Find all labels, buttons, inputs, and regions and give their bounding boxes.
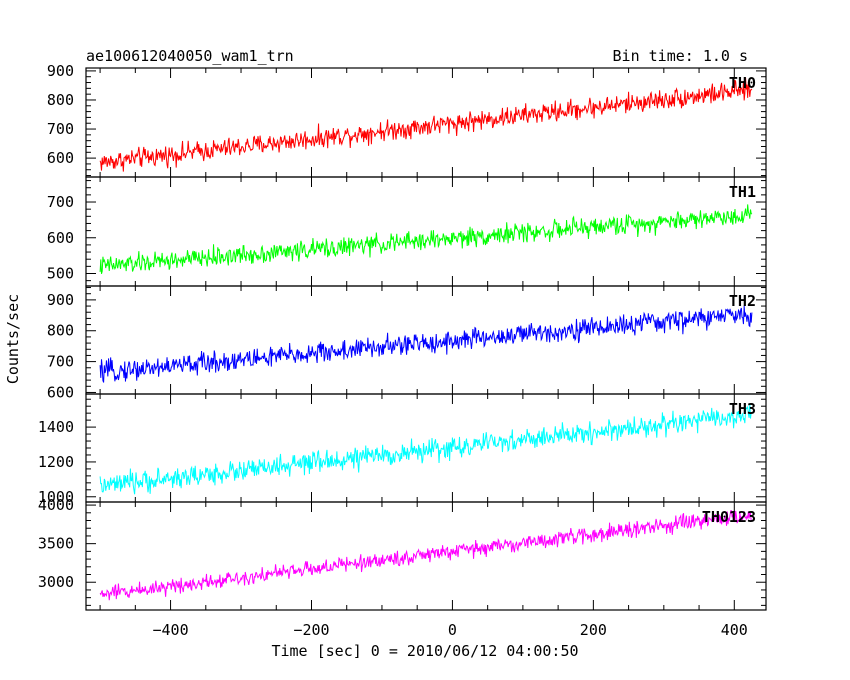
y-tick-label: 700 xyxy=(47,353,74,371)
y-tick-label: 600 xyxy=(47,149,74,167)
series-line-th1 xyxy=(99,204,753,275)
x-tick-label: −200 xyxy=(293,621,329,639)
y-tick-label: 600 xyxy=(47,383,74,401)
x-axis-label: Time [sec] 0 = 2010/06/12 04:00:50 xyxy=(271,642,578,660)
plot-title: ae100612040050_wam1_trn xyxy=(86,47,294,65)
y-tick-label: 4000 xyxy=(38,496,74,514)
series-line-th2 xyxy=(99,305,753,383)
panel-th1: 500 600 700 TH1 xyxy=(47,176,767,287)
panel-th3: 1000 1200 1400 TH3 xyxy=(38,393,767,506)
y-tick-label: 3500 xyxy=(38,535,74,553)
y-tick-label: 900 xyxy=(47,291,74,309)
series-line-th3 xyxy=(99,403,753,495)
panel-frame xyxy=(85,501,767,611)
series-line-th0 xyxy=(99,77,753,172)
series-label-th3: TH3 xyxy=(729,400,756,418)
y-tick-label: 600 xyxy=(47,229,74,247)
y-tick-label: 700 xyxy=(47,120,74,138)
series-label-th1: TH1 xyxy=(729,183,756,201)
x-tick-label: 200 xyxy=(580,621,607,639)
panels-group: 600 700 800 900 TH0 500 600 700 TH1 600 700 800 900 T… xyxy=(38,62,767,611)
panel-th2: 600 700 800 900 TH2 xyxy=(47,285,767,401)
y-tick-label: 500 xyxy=(47,264,74,282)
y-tick-label: 700 xyxy=(47,193,74,211)
x-tick-label: −400 xyxy=(152,621,188,639)
y-tick-label: 1000 xyxy=(38,488,74,506)
y-tick-label: 1400 xyxy=(38,418,74,436)
panel-th0123: 3000 3500 4000 TH0123 xyxy=(38,496,767,611)
y-tick-label: 800 xyxy=(47,322,74,340)
y-tick-label: 800 xyxy=(47,91,74,109)
series-line-th0123 xyxy=(99,510,752,601)
panel-th0: 600 700 800 900 TH0 xyxy=(47,62,767,178)
panel-frame xyxy=(85,176,767,287)
y-axis-label: Counts/sec xyxy=(4,294,22,384)
x-tick-label: 400 xyxy=(721,621,748,639)
series-label-th2: TH2 xyxy=(729,292,756,310)
x-tick-label: 0 xyxy=(448,621,457,639)
series-label-th0: TH0 xyxy=(729,74,756,92)
series-label-th0123: TH0123 xyxy=(702,508,756,526)
y-tick-label: 900 xyxy=(47,62,74,80)
bin-time-label: Bin time: 1.0 s xyxy=(613,47,748,65)
x-tick-labels: −400 −200 0 200 400 xyxy=(152,621,747,639)
y-tick-label: 1200 xyxy=(38,453,74,471)
y-tick-label: 3000 xyxy=(38,573,74,591)
